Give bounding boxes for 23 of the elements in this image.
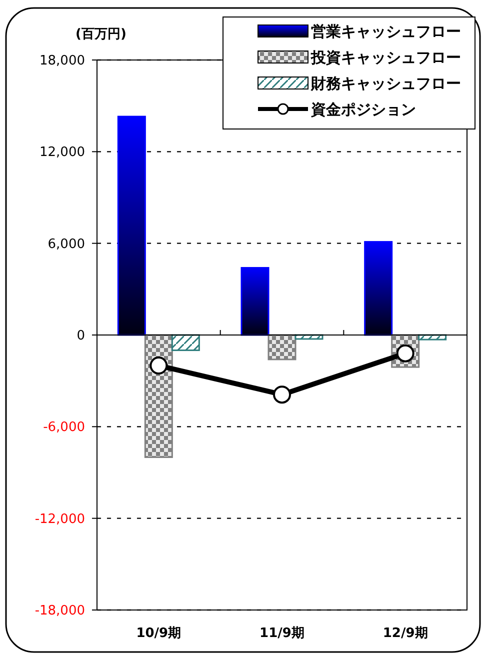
bar — [117, 116, 146, 336]
point — [273, 386, 291, 404]
legend-label: 財務キャッシュフロー — [310, 74, 461, 92]
legend-label: 営業キャッシュフロー — [311, 22, 461, 40]
x-tick-label: 11/9期 — [260, 626, 304, 641]
legend-label: 投資キャッシュフロー — [310, 48, 461, 66]
bar — [268, 334, 296, 360]
y-tick-label: -6,000 — [43, 420, 85, 436]
x-tick-label: 12/9期 — [382, 626, 428, 641]
point — [150, 356, 168, 375]
bar — [171, 334, 200, 352]
y-tick-label: -18,000 — [34, 604, 85, 619]
x-tick-label: 10/9期 — [136, 626, 182, 641]
y-tick-label: 12,000 — [40, 145, 85, 160]
y-axis-title: (百万円) — [76, 27, 126, 42]
y-tick-label: 18,000 — [40, 54, 85, 69]
y-tick-label: 0 — [76, 328, 85, 344]
legend-label: 資金ポジション — [310, 100, 416, 118]
y-tick-label: 6,000 — [48, 236, 85, 252]
bar — [364, 241, 393, 336]
bar — [144, 334, 173, 458]
y-tick-label: -12,000 — [34, 512, 85, 527]
bar — [240, 267, 270, 336]
